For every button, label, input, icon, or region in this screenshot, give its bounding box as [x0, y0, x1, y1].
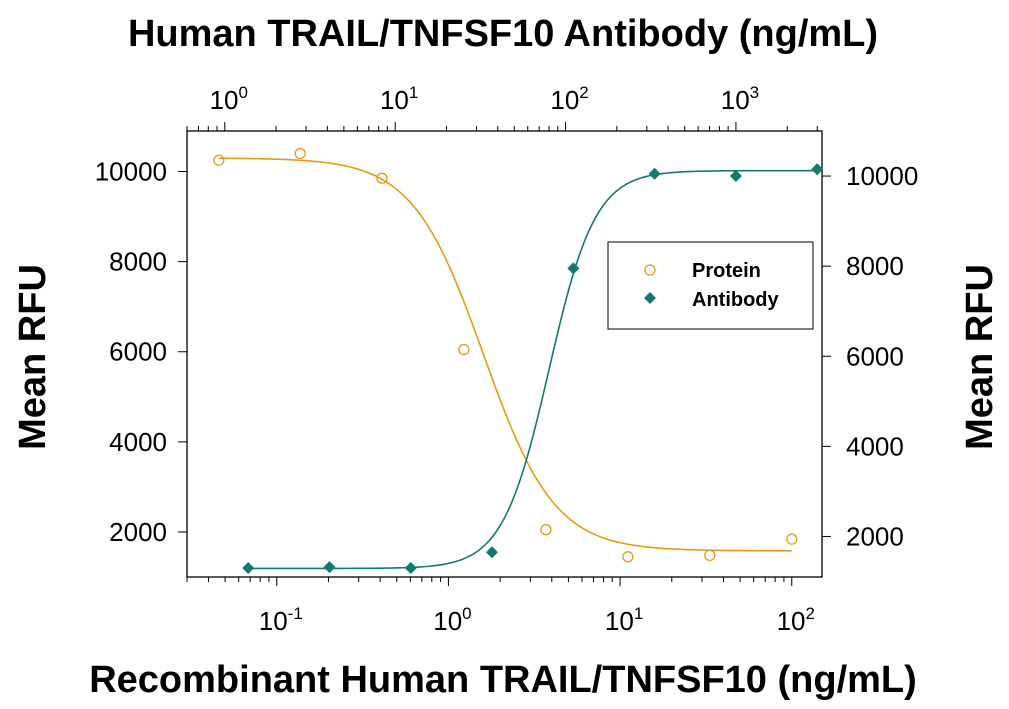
antibody-data-point	[567, 262, 580, 275]
y-right-tick-label: 10000	[846, 161, 918, 191]
antibody-data-point	[404, 561, 417, 574]
antibody-fit-curve	[248, 169, 818, 570]
data-points	[213, 147, 824, 574]
protein-data-point	[458, 343, 470, 356]
antibody-data-point	[485, 546, 498, 559]
fit-curves	[218, 157, 818, 570]
x-bottom-tick-label: 10-1	[259, 604, 303, 636]
antibody-data-point	[242, 561, 255, 574]
legend-box	[607, 241, 814, 330]
antibody-data-point	[729, 170, 742, 183]
y-left-tick-label: 2000	[109, 517, 167, 547]
y-right-tick-label: 8000	[846, 251, 904, 281]
antibody-data-point	[323, 561, 336, 574]
y-left-tick-label: 8000	[109, 247, 167, 277]
protein-data-point	[540, 524, 552, 536]
y-right-tick-label: 2000	[846, 521, 904, 551]
x-top-tick-label: 103	[721, 83, 759, 115]
legend-antibody-marker	[644, 292, 656, 304]
protein-data-point	[213, 154, 225, 166]
x-bottom-tick-label: 100	[433, 604, 471, 636]
y-right-tick-label: 4000	[846, 431, 904, 461]
axes-group: 10-1 100 101 102 100 101 102 103 2000 4000 6000 800…	[95, 83, 919, 636]
y-left-tick-label: 6000	[109, 337, 167, 367]
plot-frame	[186, 130, 823, 578]
x-axis-label: Recombinant Human TRAIL/TNFSF10 (ng/mL)	[89, 659, 917, 701]
protein-data-point	[704, 549, 716, 562]
protein-fit-curve	[218, 157, 792, 552]
y-axis-label-right: Mean RFU	[959, 264, 1001, 450]
protein-data-point	[622, 551, 634, 563]
protein-data-point	[294, 147, 306, 160]
x-top-tick-label: 101	[380, 83, 418, 115]
protein-data-point	[376, 172, 388, 184]
y-left-tick-label: 4000	[109, 427, 167, 457]
y-axis-label-left: Mean RFU	[12, 264, 54, 450]
legend-antibody-label: Antibody	[692, 289, 780, 311]
x-top-tick-label: 100	[210, 83, 248, 115]
antibody-data-point	[648, 167, 661, 180]
protein-data-point	[786, 533, 798, 545]
antibody-data-point	[811, 163, 824, 176]
y-right-tick-label: 6000	[846, 341, 904, 371]
x-bottom-tick-label: 102	[777, 604, 815, 636]
x-top-tick-label: 102	[550, 83, 588, 115]
chart-title: Human TRAIL/TNFSF10 Antibody (ng/mL)	[128, 13, 878, 55]
y-left-tick-label: 10000	[95, 157, 167, 187]
x-bottom-tick-label: 101	[605, 604, 643, 636]
legend-protein-label: Protein	[692, 260, 761, 282]
legend-protein-marker	[644, 264, 656, 276]
legend: Protein Antibody	[607, 241, 814, 330]
